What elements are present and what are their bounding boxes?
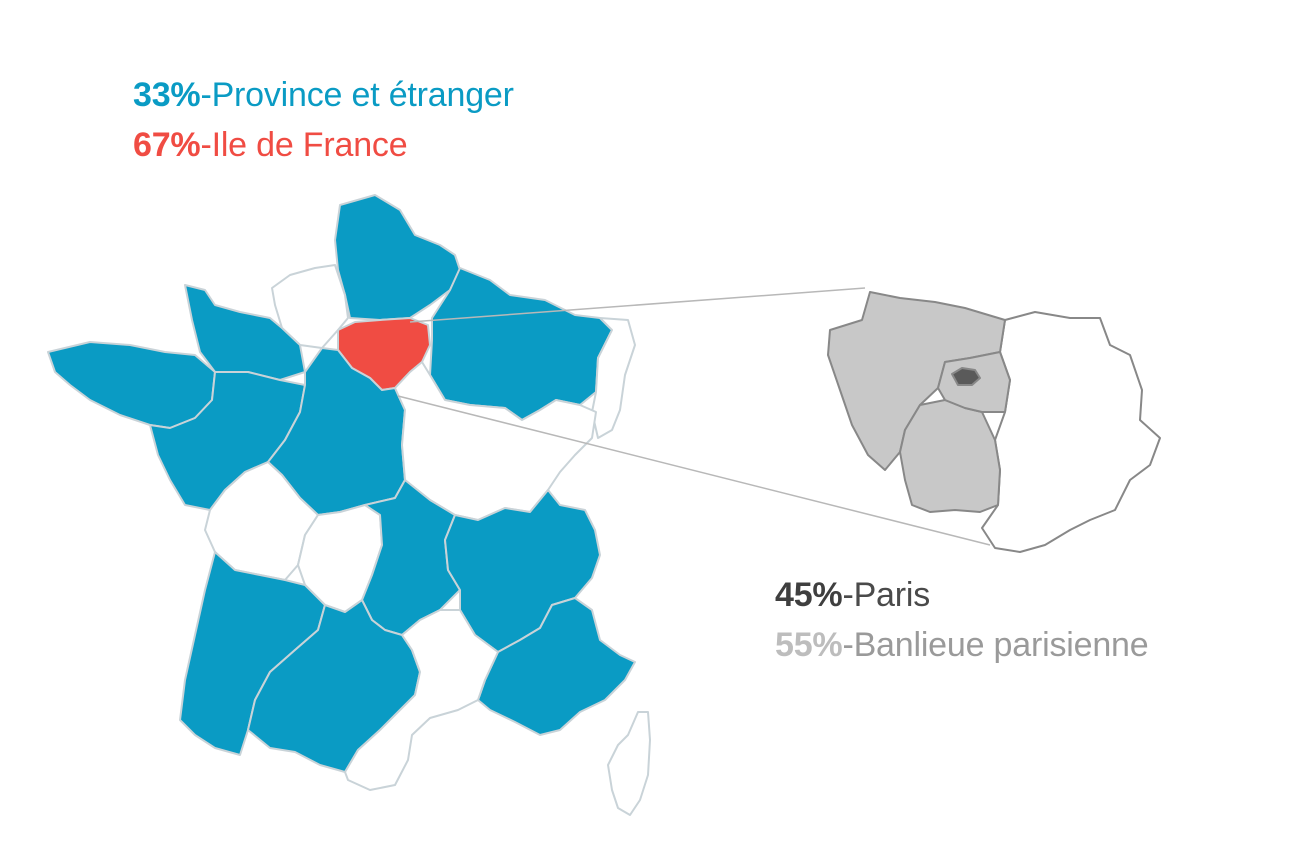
province-label: Province et étranger <box>211 76 514 114</box>
legend-item-paris: 45% - Paris <box>775 570 1148 620</box>
paris-label: Paris <box>853 576 931 614</box>
banlieue-label: Banlieue parisienne <box>853 626 1149 664</box>
inset-paris <box>951 367 981 386</box>
inset-seine-et-marne <box>981 311 1161 553</box>
connector-bottom <box>397 395 991 546</box>
banlieue-separator: - <box>842 626 854 664</box>
province-separator: - <box>200 76 212 114</box>
region-corse <box>607 711 651 816</box>
region-grand-est <box>429 267 613 421</box>
idf-label: Ile de France <box>211 126 408 164</box>
paris-separator: - <box>842 576 854 614</box>
legend-top: 33% - Province et étranger 67% - Ile de … <box>133 70 514 170</box>
legend-item-province: 33% - Province et étranger <box>133 70 514 120</box>
legend-bottom: 45% - Paris 55% - Banlieue parisienne <box>775 570 1149 670</box>
idf-percent: 67% <box>133 126 201 164</box>
legend-item-idf: 67% - Ile de France <box>133 120 514 170</box>
province-percent: 33% <box>133 76 201 114</box>
region-basse-normandie <box>184 284 306 381</box>
region-bretagne <box>47 341 216 429</box>
inset-essonne <box>899 399 1001 513</box>
region-alsace <box>591 317 636 439</box>
paris-percent: 45% <box>775 576 843 614</box>
connector-top <box>409 287 866 323</box>
banlieue-percent: 55% <box>775 626 843 664</box>
region-languedoc <box>344 609 499 791</box>
region-hauts-de-france <box>334 194 461 321</box>
idf-inset <box>827 291 1161 553</box>
legend-item-banlieue: 55% - Banlieue parisienne <box>775 620 1149 670</box>
idf-separator: - <box>200 126 212 164</box>
